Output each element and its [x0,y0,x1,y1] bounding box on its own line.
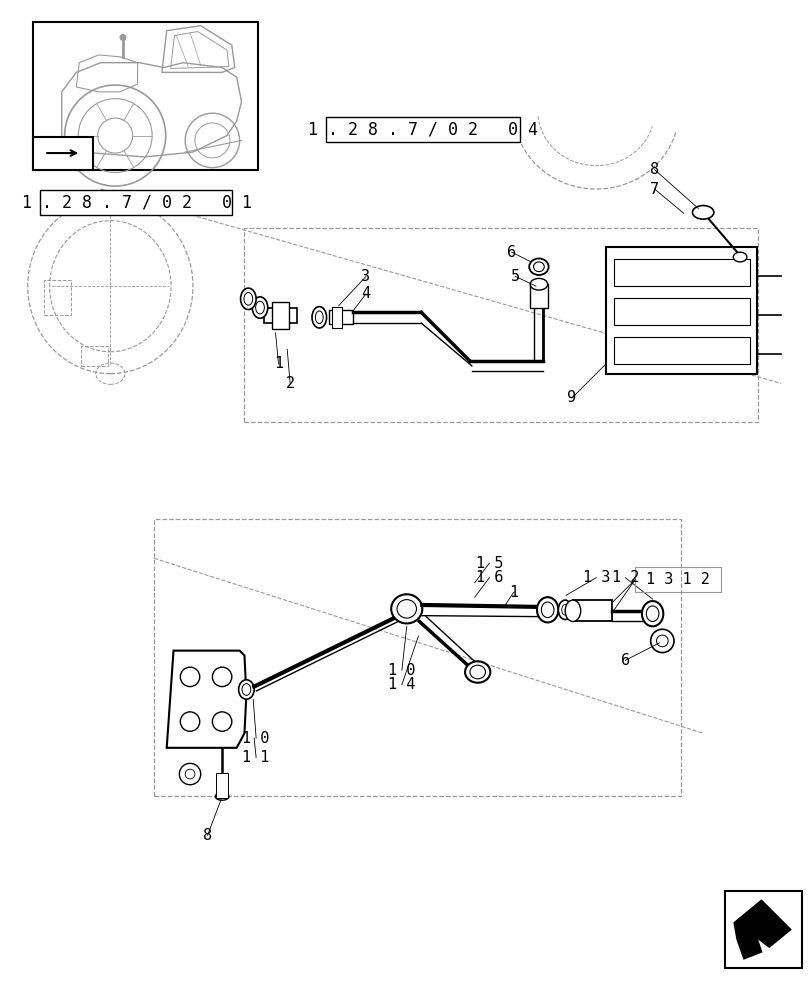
Text: 1 . 2 8 . 7 / 0 2   0 4: 1 . 2 8 . 7 / 0 2 0 4 [308,121,538,139]
Ellipse shape [215,793,229,800]
Bar [32,137,92,170]
Bar [81,346,108,366]
Ellipse shape [252,297,268,318]
Text: 1 1: 1 1 [242,750,269,765]
Ellipse shape [732,252,746,262]
Circle shape [180,712,200,731]
Bar [332,307,341,328]
Ellipse shape [243,293,252,305]
Text: 3: 3 [361,269,370,284]
Ellipse shape [255,301,264,314]
Bar [272,302,289,329]
Text: 8: 8 [203,828,212,843]
Bar [328,310,353,324]
Ellipse shape [242,684,251,695]
Bar [264,308,297,323]
Bar [573,600,611,621]
Circle shape [185,769,195,779]
Bar [613,337,749,364]
Text: 1 0: 1 0 [388,663,415,678]
Ellipse shape [397,600,416,618]
Bar [45,280,71,315]
Text: 1 2: 1 2 [611,570,638,585]
Ellipse shape [564,600,580,621]
Bar [613,298,749,325]
Ellipse shape [541,602,553,618]
Text: 1 3 1 2: 1 3 1 2 [646,572,709,587]
Bar [216,773,228,798]
Ellipse shape [692,206,713,219]
Circle shape [650,629,673,653]
Circle shape [212,667,231,687]
Ellipse shape [530,278,547,290]
Bar [634,567,719,592]
Ellipse shape [311,307,326,328]
Ellipse shape [536,597,558,622]
Text: 4: 4 [361,286,370,301]
Text: 1 4: 1 4 [388,677,415,692]
Text: 5: 5 [510,269,520,284]
Bar [530,284,547,308]
Text: 8: 8 [649,162,659,177]
Polygon shape [166,651,246,748]
Text: 9: 9 [567,390,576,405]
Polygon shape [605,247,756,374]
Bar [244,228,757,422]
Text: 1: 1 [508,585,517,600]
Ellipse shape [391,594,422,623]
Polygon shape [733,900,790,959]
Circle shape [120,34,126,40]
Ellipse shape [642,601,663,626]
Bar [154,519,680,796]
Ellipse shape [240,288,255,310]
Ellipse shape [561,604,568,615]
Text: 1: 1 [273,356,283,371]
Bar [723,891,801,968]
Text: 1 5: 1 5 [475,556,503,571]
Text: 7: 7 [649,182,659,197]
Ellipse shape [238,680,254,699]
Ellipse shape [533,262,543,272]
Bar [326,117,520,142]
Text: 1 3: 1 3 [581,570,609,585]
Text: 1 6: 1 6 [475,570,503,585]
Bar [41,190,231,215]
Circle shape [179,763,200,785]
Ellipse shape [646,606,658,621]
Bar [32,22,258,170]
Bar [613,259,749,286]
Text: 6: 6 [620,653,629,668]
Ellipse shape [315,311,323,324]
Circle shape [180,667,200,687]
Ellipse shape [470,665,485,679]
Ellipse shape [558,600,571,620]
Text: 1 . 2 8 . 7 / 0 2   0 1: 1 . 2 8 . 7 / 0 2 0 1 [22,194,251,212]
Circle shape [212,712,231,731]
Text: 6: 6 [507,245,516,260]
Ellipse shape [529,259,548,275]
Ellipse shape [465,661,490,683]
Circle shape [656,635,667,647]
Text: 1 0: 1 0 [242,731,269,746]
Text: 2: 2 [285,376,294,391]
